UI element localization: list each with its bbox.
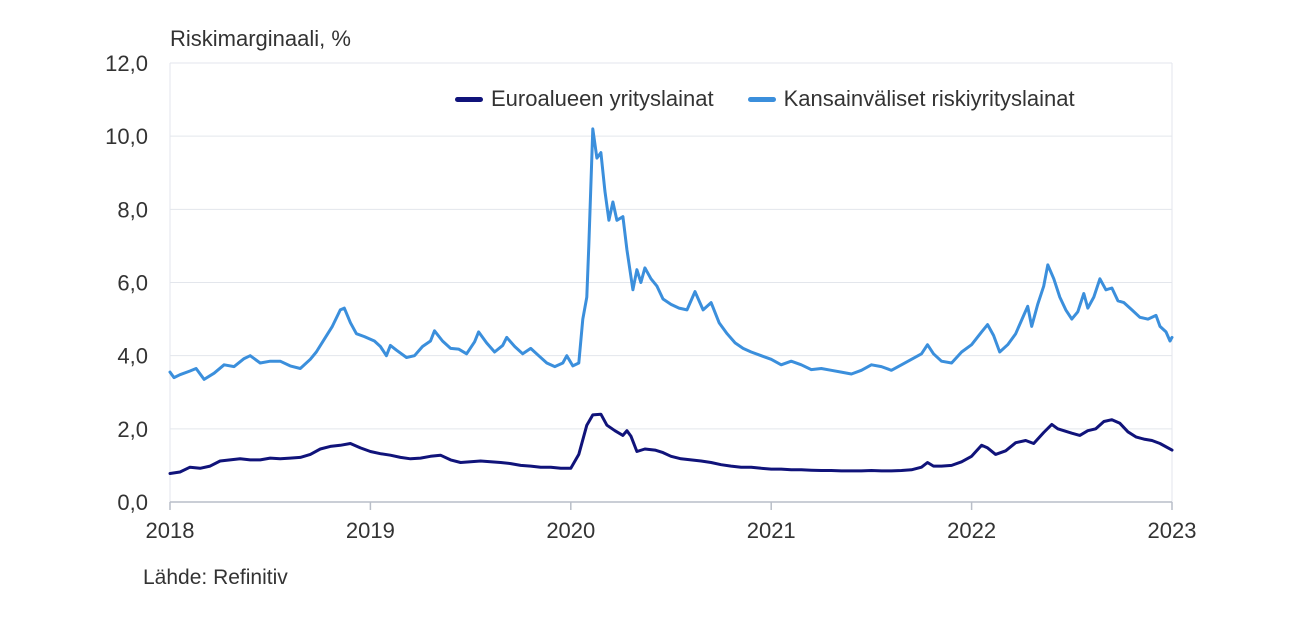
x-tick-label: 2021 (747, 518, 796, 543)
y-tick-label: 8,0 (117, 197, 148, 222)
legend-swatch-intl (747, 96, 776, 102)
series-line-kansainvaliset-riskiyrityslainat (168, 127, 1174, 381)
y-tick-label: 12,0 (105, 51, 148, 76)
legend: Euroalueen yrityslainat Kansainväliset r… (455, 86, 1075, 112)
y-tick-label: 6,0 (117, 271, 148, 296)
x-axis-ticks: 2018 2019 2020 2021 2022 2023 (146, 502, 1197, 543)
y-tick-label: 4,0 (117, 344, 148, 369)
y-tick-label: 2,0 (117, 417, 148, 442)
x-tick-label: 2022 (947, 518, 996, 543)
legend-swatch-euro (455, 96, 483, 102)
x-tick-label: 2020 (546, 518, 595, 543)
y-tick-label: 10,0 (105, 124, 148, 149)
legend-label-euro: Euroalueen yrityslainat (491, 86, 714, 111)
x-tick-label: 2018 (146, 518, 195, 543)
y-axis-ticks: 0,0 2,0 4,0 6,0 8,0 10,0 12,0 (105, 51, 148, 515)
legend-item-euro: Euroalueen yrityslainat (455, 86, 714, 112)
x-tick-label: 2019 (346, 518, 395, 543)
series-line-euroalueen-yrityslainat (168, 412, 1174, 475)
grid (169, 62, 1173, 503)
legend-label-intl: Kansainväliset riskiyrityslainat (783, 86, 1075, 111)
y-tick-label: 0,0 (117, 490, 148, 515)
source-note: Lähde: Refinitiv (143, 566, 288, 589)
series-lines (168, 127, 1174, 475)
x-tick-label: 2023 (1148, 518, 1197, 543)
y-axis-label: Riskimarginaali, % (170, 26, 351, 51)
legend-item-intl: Kansainväliset riskiyrityslainat (747, 86, 1075, 112)
